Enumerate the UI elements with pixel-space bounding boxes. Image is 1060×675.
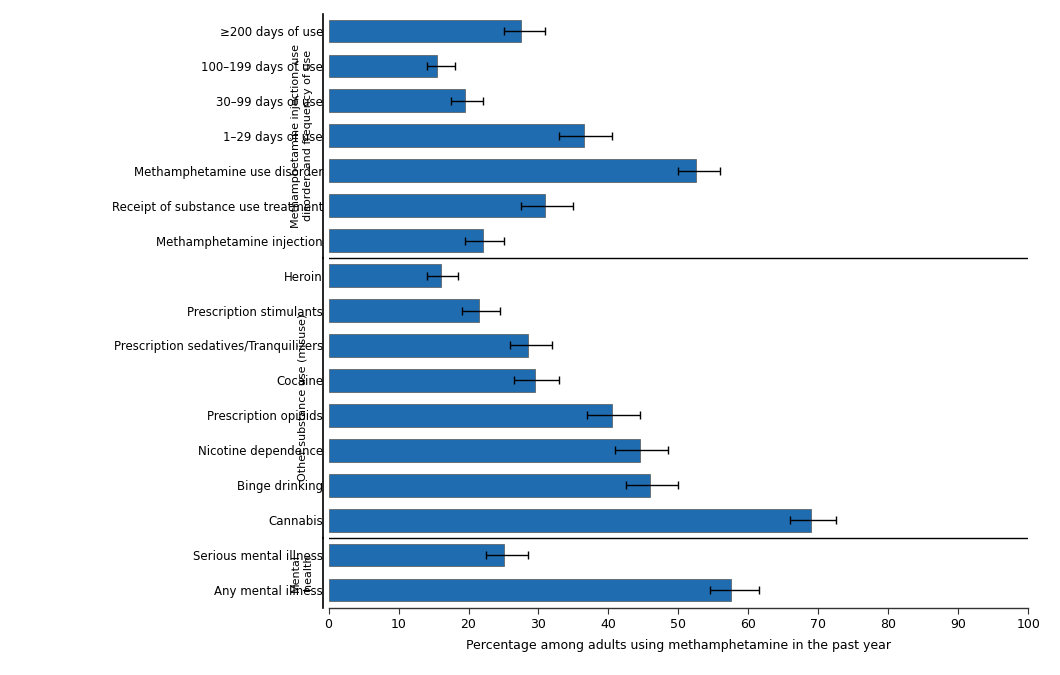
X-axis label: Percentage among adults using methamphetamine in the past year: Percentage among adults using methamphet… (466, 639, 890, 652)
Bar (329, 55, 437, 77)
Bar (329, 334, 528, 357)
Text: Other substance use (misuse): Other substance use (misuse) (297, 315, 307, 481)
Bar (329, 369, 535, 391)
Bar (329, 544, 504, 566)
Bar (329, 264, 441, 287)
Bar (329, 509, 811, 531)
Bar (329, 299, 479, 322)
Bar (329, 439, 640, 462)
Bar (329, 404, 612, 427)
Bar (329, 578, 731, 601)
Text: Mental
health: Mental health (292, 554, 313, 591)
Bar (329, 194, 546, 217)
Bar (329, 124, 584, 147)
Bar (329, 230, 482, 252)
Bar (329, 90, 465, 112)
Text: Methamphetamine injection, use
disorder, and frequency of use: Methamphetamine injection, use disorder,… (292, 44, 313, 227)
Bar (329, 20, 522, 43)
Bar (329, 474, 651, 497)
Bar (329, 159, 696, 182)
